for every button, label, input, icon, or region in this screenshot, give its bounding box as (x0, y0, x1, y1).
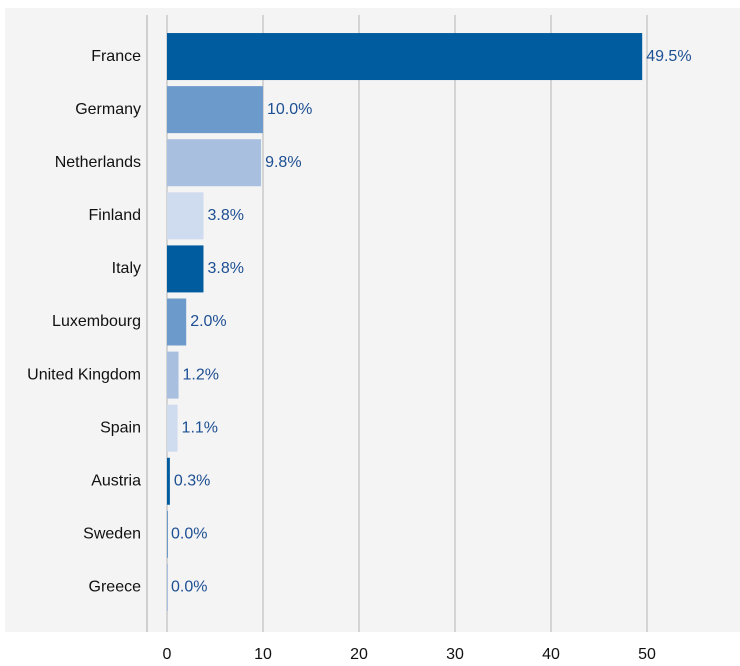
bar (167, 86, 263, 134)
value-label: 0.0% (171, 579, 207, 596)
y-tick-label: Spain (100, 419, 141, 436)
value-label: 9.8% (265, 154, 301, 171)
value-label: 1.1% (182, 419, 218, 436)
y-tick-label: Austria (91, 472, 141, 489)
x-tick-label: 0 (163, 646, 172, 663)
value-label: 1.2% (183, 366, 219, 383)
bar (167, 139, 262, 187)
value-label: 3.8% (207, 260, 243, 277)
value-label: 3.8% (207, 207, 243, 224)
bar (167, 245, 204, 293)
y-tick-label: France (91, 48, 141, 65)
y-tick-label: Luxembourg (52, 313, 141, 330)
y-tick-label: Italy (112, 260, 141, 277)
bar (167, 563, 168, 611)
bar (167, 351, 179, 399)
y-tick-label: Netherlands (55, 154, 141, 171)
bar (167, 404, 178, 452)
y-tick-label: Finland (89, 207, 141, 224)
y-tick-label: Sweden (83, 526, 141, 543)
x-tick-label: 30 (446, 646, 464, 663)
bar (167, 510, 168, 558)
bar (167, 192, 204, 240)
x-tick-label: 20 (350, 646, 368, 663)
value-label: 0.0% (171, 526, 207, 543)
value-label: 0.3% (174, 472, 210, 489)
y-tick-label: Greece (89, 579, 142, 596)
bar (167, 33, 643, 81)
y-tick-label: United Kingdom (27, 366, 141, 383)
bar (167, 457, 170, 505)
x-tick-label: 10 (254, 646, 272, 663)
value-label: 2.0% (190, 313, 226, 330)
plot-background (5, 8, 740, 632)
value-label: 10.0% (267, 101, 312, 118)
value-label: 49.5% (646, 48, 691, 65)
bar (167, 298, 187, 346)
x-tick-label: 40 (542, 646, 560, 663)
y-tick-label: Germany (75, 101, 141, 118)
x-tick-label: 50 (638, 646, 656, 663)
